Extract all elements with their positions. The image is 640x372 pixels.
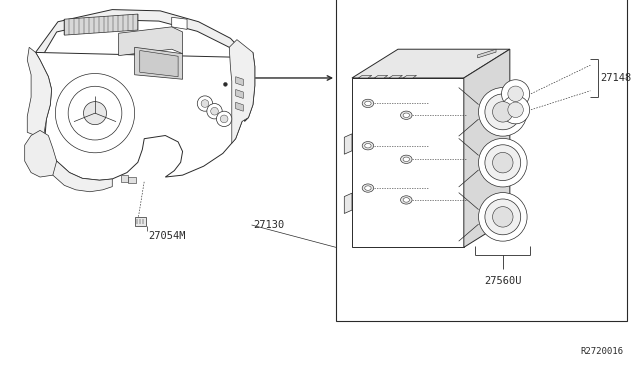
Polygon shape bbox=[389, 76, 403, 78]
Circle shape bbox=[508, 86, 524, 102]
Circle shape bbox=[502, 80, 530, 108]
Polygon shape bbox=[118, 27, 182, 55]
Polygon shape bbox=[236, 90, 243, 99]
Circle shape bbox=[56, 74, 134, 153]
Circle shape bbox=[479, 193, 527, 241]
Text: 27560U: 27560U bbox=[484, 276, 522, 286]
Polygon shape bbox=[120, 175, 128, 182]
Polygon shape bbox=[352, 49, 510, 78]
Polygon shape bbox=[344, 134, 352, 154]
Ellipse shape bbox=[403, 198, 410, 202]
Polygon shape bbox=[477, 49, 496, 58]
Polygon shape bbox=[49, 161, 112, 192]
Circle shape bbox=[216, 111, 232, 126]
Ellipse shape bbox=[362, 184, 374, 192]
Circle shape bbox=[508, 102, 524, 118]
Polygon shape bbox=[128, 177, 136, 183]
Circle shape bbox=[493, 102, 513, 122]
Polygon shape bbox=[344, 193, 352, 214]
Circle shape bbox=[207, 103, 222, 119]
Circle shape bbox=[479, 138, 527, 187]
Circle shape bbox=[485, 94, 521, 130]
Ellipse shape bbox=[365, 186, 371, 190]
Text: 27054M: 27054M bbox=[148, 231, 186, 241]
Circle shape bbox=[220, 115, 228, 123]
Ellipse shape bbox=[365, 101, 371, 106]
Ellipse shape bbox=[403, 113, 410, 118]
Polygon shape bbox=[244, 52, 255, 121]
Polygon shape bbox=[352, 78, 464, 247]
Polygon shape bbox=[358, 76, 372, 78]
Polygon shape bbox=[229, 40, 255, 143]
Circle shape bbox=[479, 87, 527, 136]
Circle shape bbox=[211, 108, 218, 115]
Circle shape bbox=[223, 83, 227, 86]
Polygon shape bbox=[172, 17, 187, 29]
Polygon shape bbox=[236, 77, 243, 86]
Ellipse shape bbox=[362, 99, 374, 108]
Circle shape bbox=[485, 199, 521, 235]
Polygon shape bbox=[236, 102, 243, 111]
Polygon shape bbox=[134, 47, 182, 79]
Ellipse shape bbox=[401, 196, 412, 204]
Polygon shape bbox=[28, 47, 52, 135]
Polygon shape bbox=[464, 49, 510, 247]
Circle shape bbox=[493, 153, 513, 173]
Circle shape bbox=[493, 206, 513, 227]
Polygon shape bbox=[36, 10, 248, 65]
Ellipse shape bbox=[401, 155, 412, 163]
Text: R2720016: R2720016 bbox=[580, 347, 623, 356]
Polygon shape bbox=[36, 52, 248, 180]
Ellipse shape bbox=[403, 157, 410, 161]
Polygon shape bbox=[65, 14, 138, 35]
Text: 27130: 27130 bbox=[253, 220, 284, 230]
Circle shape bbox=[502, 96, 530, 124]
Polygon shape bbox=[25, 131, 57, 177]
Text: 27148: 27148 bbox=[600, 73, 632, 83]
Bar bbox=[336, 0, 627, 321]
Circle shape bbox=[201, 100, 209, 108]
Ellipse shape bbox=[365, 144, 371, 148]
Circle shape bbox=[83, 102, 106, 125]
Polygon shape bbox=[140, 51, 178, 77]
Circle shape bbox=[68, 86, 122, 140]
Circle shape bbox=[485, 145, 521, 180]
Polygon shape bbox=[134, 217, 146, 226]
Circle shape bbox=[197, 96, 212, 111]
Ellipse shape bbox=[401, 111, 412, 119]
Polygon shape bbox=[403, 76, 417, 78]
Ellipse shape bbox=[362, 142, 374, 150]
Polygon shape bbox=[374, 76, 388, 78]
